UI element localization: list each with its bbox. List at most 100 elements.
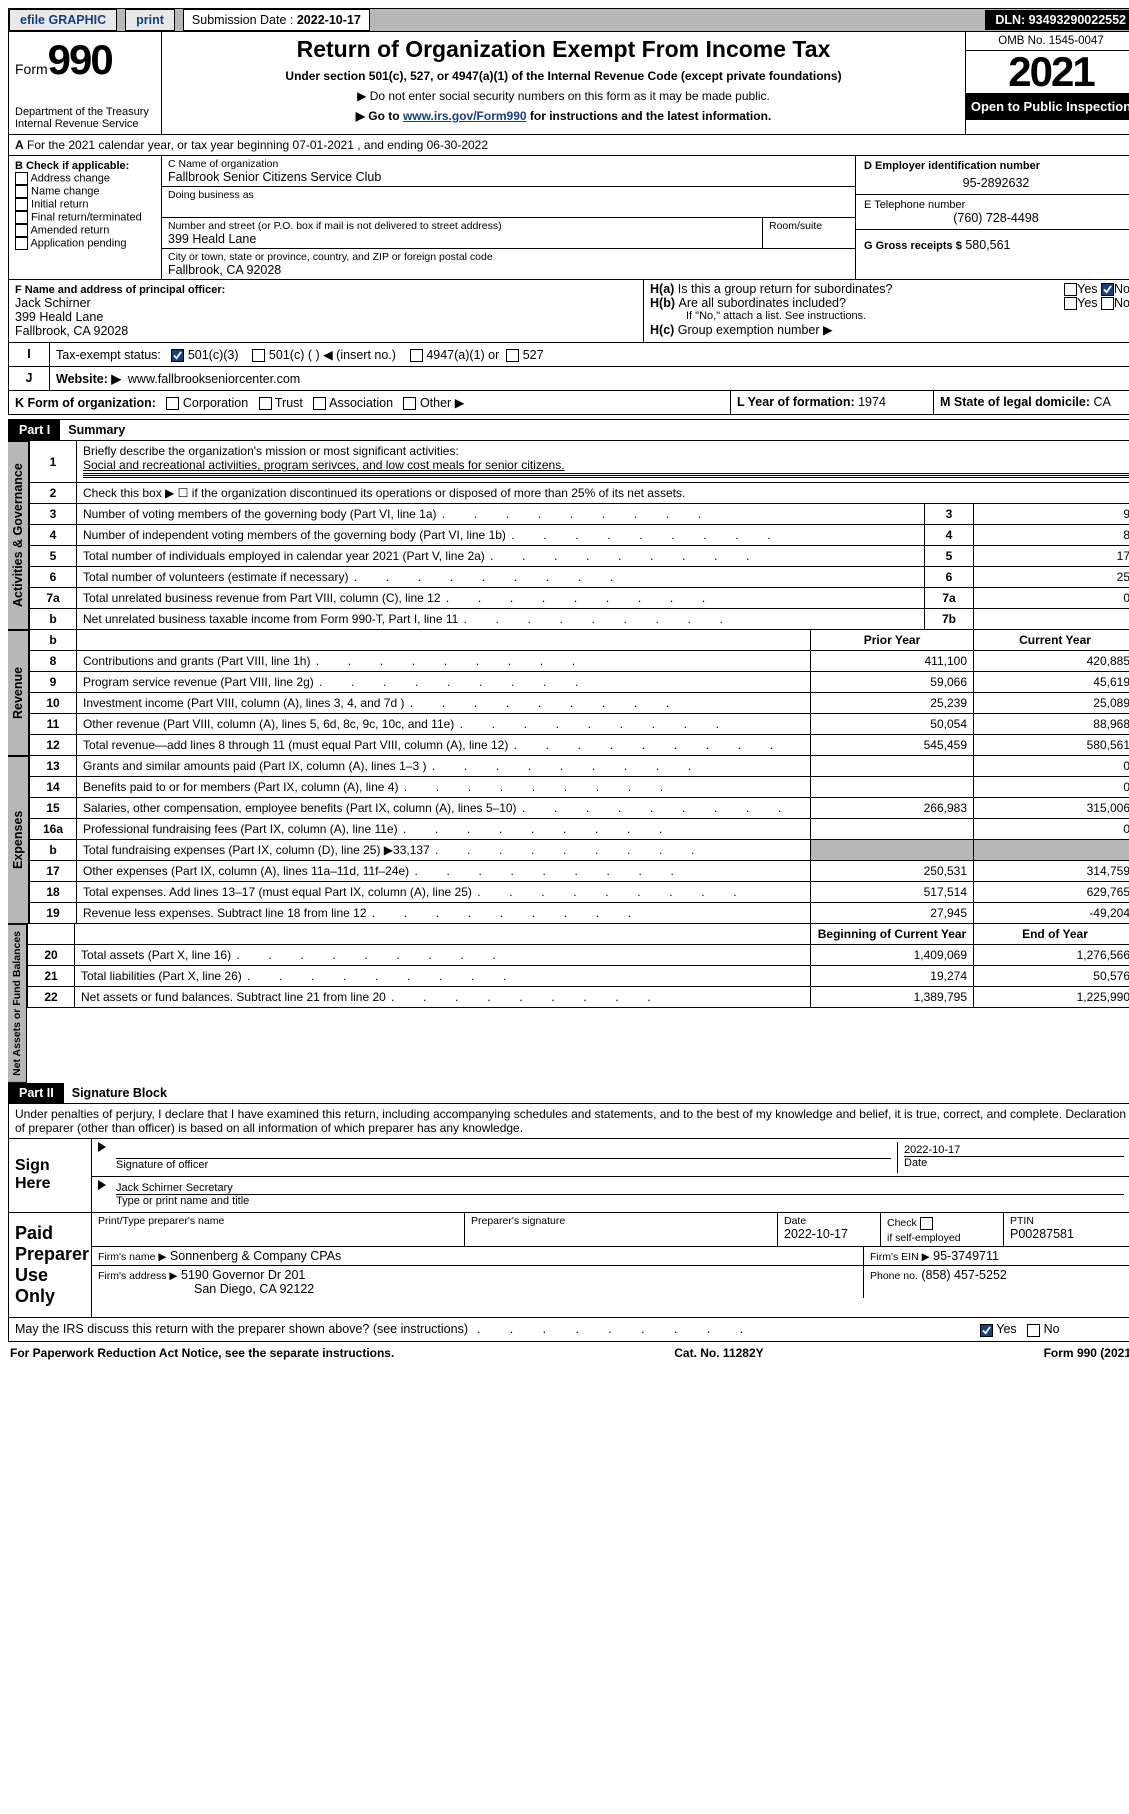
sig-date-label: Date bbox=[904, 1156, 1124, 1169]
footer-right: Form 990 (2021) bbox=[1044, 1346, 1129, 1360]
efile-button[interactable]: efile GRAPHIC bbox=[9, 9, 117, 31]
k-trust-checkbox[interactable] bbox=[259, 397, 272, 410]
self-employed-checkbox[interactable] bbox=[920, 1217, 933, 1230]
officer-name-title: Jack Schirner Secretary bbox=[116, 1182, 1124, 1194]
i-4947-checkbox[interactable] bbox=[410, 349, 423, 362]
ein: 95-2892632 bbox=[864, 172, 1128, 190]
k-other-checkbox[interactable] bbox=[403, 397, 416, 410]
website-url: www.fallbrookseniorcenter.com bbox=[128, 372, 300, 386]
beg-year-hdr: Beginning of Current Year bbox=[811, 924, 974, 945]
telephone: (760) 728-4498 bbox=[864, 211, 1128, 225]
prep-date-label: Date bbox=[784, 1215, 874, 1227]
addr-label: Number and street (or P.O. box if mail i… bbox=[168, 220, 756, 232]
part1-header: Part I Summary bbox=[8, 419, 1129, 441]
i-501c-checkbox[interactable] bbox=[252, 349, 265, 362]
org-name: Fallbrook Senior Citizens Service Club bbox=[168, 170, 849, 184]
self-employed-label: if self-employed bbox=[887, 1232, 961, 1244]
klm-row: K Form of organization: Corporation Trus… bbox=[8, 391, 1129, 415]
b-checkbox[interactable] bbox=[15, 198, 28, 211]
form-subtitle-goto: ▶ Go to www.irs.gov/Form990 for instruct… bbox=[170, 109, 957, 123]
form-title: Return of Organization Exempt From Incom… bbox=[170, 36, 957, 63]
dba-label: Doing business as bbox=[168, 189, 849, 201]
form-subtitle-section: Under section 501(c), 527, or 4947(a)(1)… bbox=[170, 69, 957, 83]
part2-header: Part II Signature Block bbox=[8, 1083, 1129, 1104]
may-yes-checkbox[interactable] bbox=[980, 1324, 993, 1337]
firm-addr2: San Diego, CA 92122 bbox=[98, 1282, 314, 1296]
hc-label: Group exemption number ▶ bbox=[678, 323, 833, 337]
submission-label: Submission Date : bbox=[192, 13, 297, 27]
e-label: E Telephone number bbox=[864, 199, 1128, 211]
f-label: F Name and address of principal officer: bbox=[15, 284, 637, 296]
ha-label: Is this a group return for subordinates? bbox=[678, 282, 1064, 296]
officer-addr1: 399 Heald Lane bbox=[15, 310, 637, 324]
prep-sig-label: Preparer's signature bbox=[471, 1215, 771, 1227]
footer-left: For Paperwork Reduction Act Notice, see … bbox=[10, 1346, 394, 1360]
g-label: G Gross receipts $ bbox=[864, 240, 962, 252]
i-label: Tax-exempt status: bbox=[56, 348, 161, 362]
hb-note: If "No," attach a list. See instructions… bbox=[650, 310, 1129, 322]
hb-yes-checkbox[interactable] bbox=[1064, 297, 1077, 310]
fh-block: F Name and address of principal officer:… bbox=[8, 280, 1129, 343]
b-checkbox[interactable] bbox=[15, 211, 28, 224]
city-label: City or town, state or province, country… bbox=[168, 251, 849, 263]
b-checkbox[interactable] bbox=[15, 237, 28, 250]
part1-bar: Part I bbox=[9, 420, 60, 440]
may-discuss-label: May the IRS discuss this return with the… bbox=[15, 1322, 468, 1336]
form-header: Form990 Department of the Treasury Inter… bbox=[8, 32, 1129, 135]
form-subtitle-ssn: ▶ Do not enter social security numbers o… bbox=[170, 89, 957, 103]
paid-preparer-label: Paid Preparer Use Only bbox=[9, 1213, 92, 1317]
sign-arrow-icon bbox=[98, 1142, 106, 1152]
current-year-hdr: Current Year bbox=[974, 630, 1129, 651]
j-row: J Website: ▶ www.fallbrookseniorcenter.c… bbox=[8, 367, 1129, 391]
k-label: K Form of organization: bbox=[15, 396, 156, 410]
mission-text: Social and recreational activiities, pro… bbox=[83, 458, 565, 472]
gross-receipts: 580,561 bbox=[965, 238, 1010, 252]
year-formation: 1974 bbox=[858, 395, 886, 409]
i-row: I Tax-exempt status: 501(c)(3) 501(c) ( … bbox=[8, 343, 1129, 367]
d-label: D Employer identification number bbox=[864, 160, 1128, 172]
b-label: B Check if applicable: bbox=[15, 160, 155, 172]
may-discuss-row: May the IRS discuss this return with the… bbox=[8, 1318, 1129, 1341]
officer-name: Jack Schirner bbox=[15, 296, 637, 310]
sig-officer-label: Signature of officer bbox=[116, 1158, 891, 1171]
firm-ein: 95-3749711 bbox=[933, 1249, 999, 1263]
ha-yes-checkbox[interactable] bbox=[1064, 283, 1077, 296]
top-bar: efile GRAPHIC print Submission Date : 20… bbox=[8, 8, 1129, 32]
tax-year: 2021 bbox=[966, 51, 1129, 93]
prep-date-value: 2022-10-17 bbox=[784, 1227, 874, 1241]
print-button[interactable]: print bbox=[125, 9, 175, 31]
k-assoc-checkbox[interactable] bbox=[313, 397, 326, 410]
sign-here-label: Sign Here bbox=[9, 1139, 92, 1212]
j-label: Website: ▶ bbox=[56, 372, 121, 386]
part2-bar: Part II bbox=[9, 1083, 64, 1103]
irs-link[interactable]: www.irs.gov/Form990 bbox=[403, 109, 527, 123]
sig-date-value: 2022-10-17 bbox=[904, 1144, 1124, 1156]
part2-title: Signature Block bbox=[64, 1083, 175, 1103]
ha-no-checkbox[interactable] bbox=[1101, 283, 1114, 296]
c-name-label: C Name of organization bbox=[168, 158, 849, 170]
line2-text: Check this box ▶ ☐ if the organization d… bbox=[77, 483, 1129, 504]
dept-label: Department of the Treasury Internal Reve… bbox=[15, 106, 155, 130]
b-checkbox[interactable] bbox=[15, 224, 28, 237]
b-checkbox[interactable] bbox=[15, 185, 28, 198]
may-no-checkbox[interactable] bbox=[1027, 1324, 1040, 1337]
hb-no-checkbox[interactable] bbox=[1101, 297, 1114, 310]
room-suite: Room/suite bbox=[763, 218, 855, 248]
line-a: A For the 2021 calendar year, or tax yea… bbox=[8, 135, 1129, 156]
section-expenses: Expenses 13Grants and similar amounts pa… bbox=[8, 756, 1129, 924]
section-net-assets: Net Assets or Fund Balances Beginning of… bbox=[8, 924, 1129, 1083]
firm-phone: (858) 457-5252 bbox=[921, 1268, 1006, 1282]
submission-date: 2022-10-17 bbox=[297, 13, 361, 27]
firm-name: Sonnenberg & Company CPAs bbox=[170, 1249, 341, 1263]
sign-here-block: Sign Here Signature of officer 2022-10-1… bbox=[8, 1139, 1129, 1213]
k-corp-checkbox[interactable] bbox=[166, 397, 179, 410]
footer-center: Cat. No. 11282Y bbox=[674, 1346, 763, 1360]
ptin-value: P00287581 bbox=[1010, 1227, 1129, 1241]
prior-year-hdr: Prior Year bbox=[811, 630, 974, 651]
street-address: 399 Heald Lane bbox=[168, 232, 756, 246]
b-checkbox[interactable] bbox=[15, 172, 28, 185]
type-name-label: Type or print name and title bbox=[116, 1194, 1124, 1207]
hb-label: Are all subordinates included? bbox=[678, 296, 1064, 310]
i-501c3-checkbox[interactable] bbox=[171, 349, 184, 362]
i-527-checkbox[interactable] bbox=[506, 349, 519, 362]
